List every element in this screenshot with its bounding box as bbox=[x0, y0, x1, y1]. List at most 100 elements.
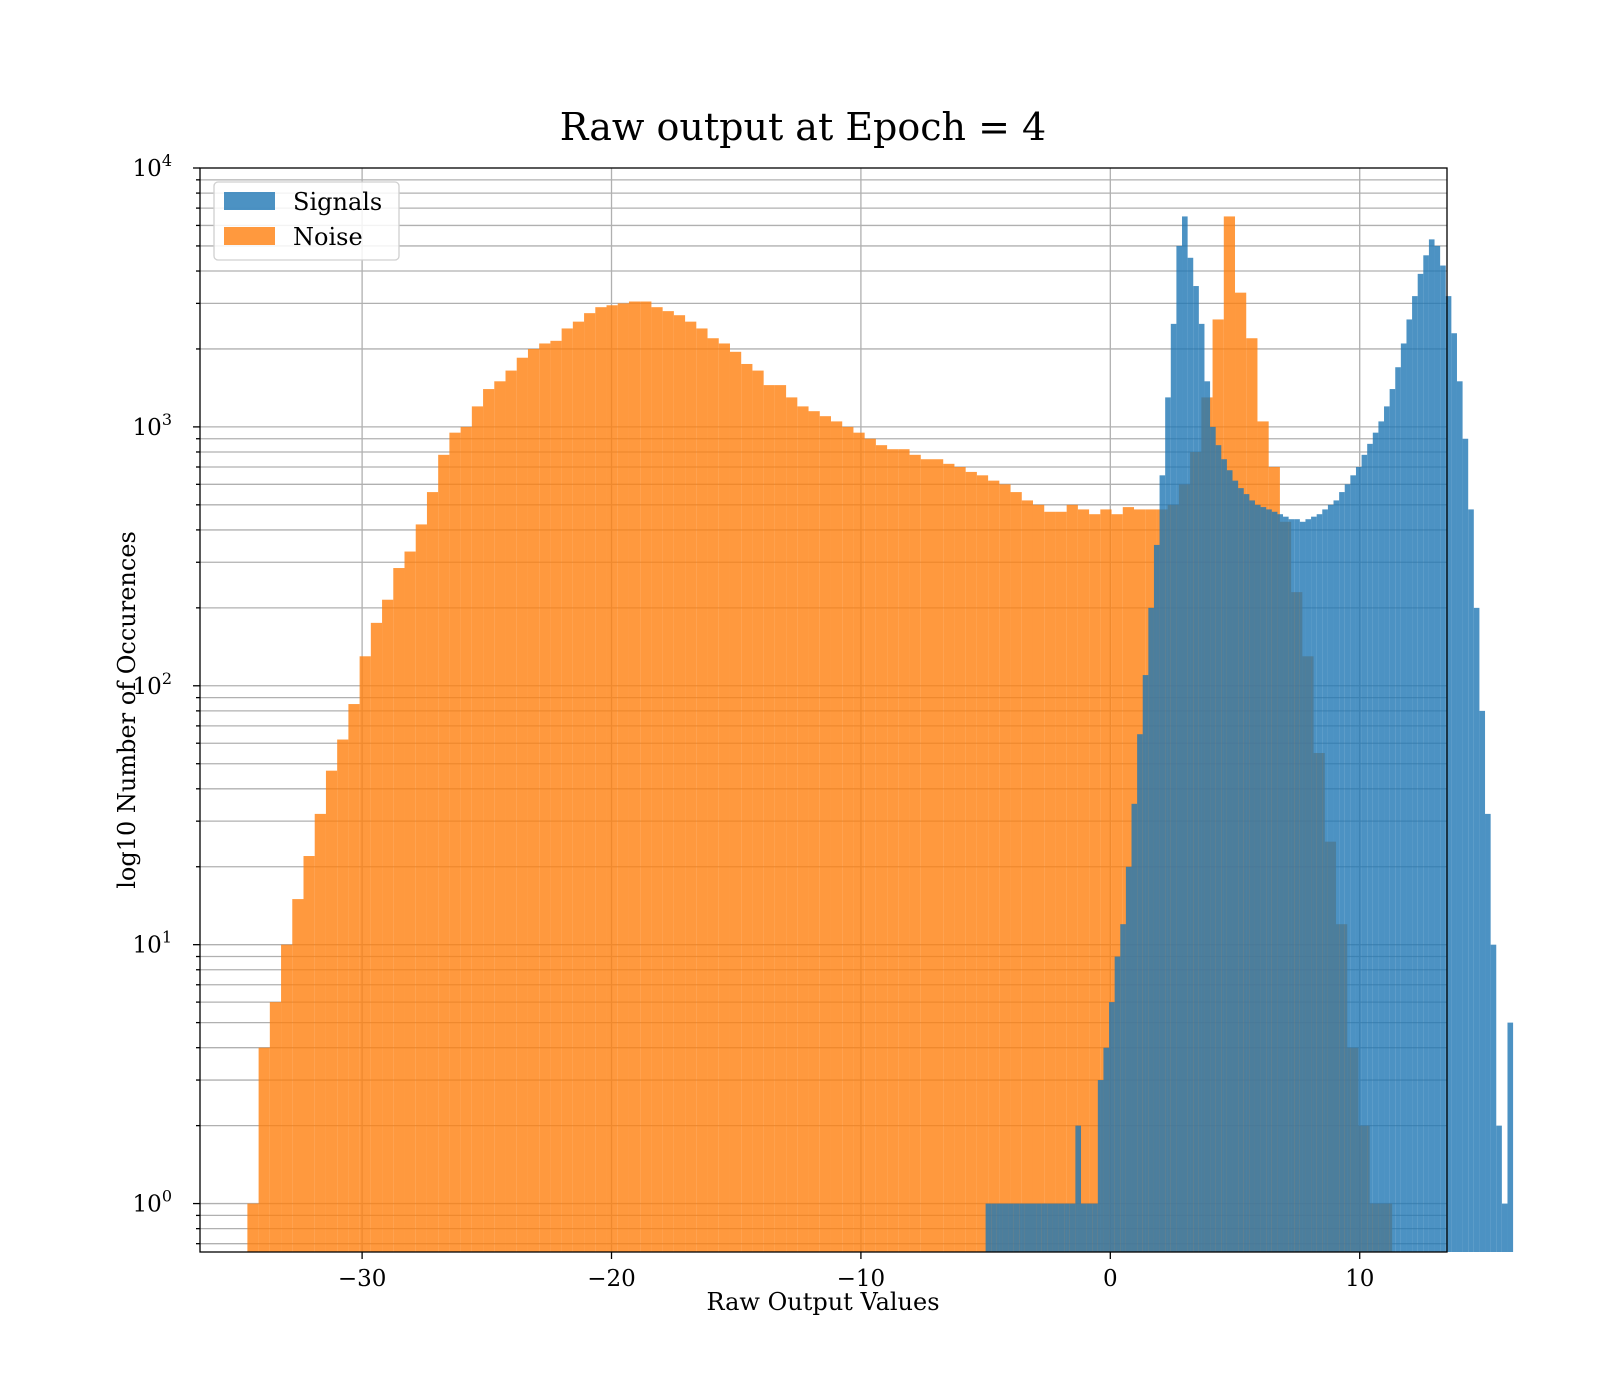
noise-bar bbox=[640, 301, 652, 1252]
signals-bar bbox=[1372, 432, 1379, 1252]
x-tick-label: 0 bbox=[1103, 1266, 1118, 1292]
noise-bar bbox=[752, 370, 764, 1252]
noise-bar bbox=[292, 899, 304, 1252]
signals-bar bbox=[1131, 803, 1138, 1252]
signals-bar bbox=[1294, 519, 1300, 1252]
signals-bar bbox=[1069, 1203, 1076, 1252]
noise-bar bbox=[774, 385, 787, 1252]
signals-bar bbox=[1406, 319, 1413, 1253]
x-axis-label: Raw Output Values bbox=[706, 1288, 939, 1316]
signals-bar bbox=[1485, 813, 1491, 1252]
signals-bars bbox=[985, 216, 1514, 1253]
signals-bar bbox=[1473, 607, 1480, 1252]
signals-bar bbox=[1277, 514, 1284, 1252]
noise-bar bbox=[370, 622, 383, 1252]
noise-bar bbox=[561, 328, 573, 1252]
signals-bar bbox=[1355, 466, 1362, 1252]
signals-bar bbox=[1148, 607, 1154, 1252]
signals-bar bbox=[1081, 1203, 1087, 1252]
signals-bar bbox=[1456, 381, 1463, 1252]
noise-bar bbox=[325, 770, 338, 1252]
noise-bar bbox=[1111, 514, 1123, 1252]
noise-bar bbox=[382, 599, 394, 1252]
signals-bar bbox=[1254, 504, 1261, 1252]
y-tick-label: 103 bbox=[133, 410, 172, 441]
signals-bar bbox=[1086, 1203, 1093, 1252]
noise-bar bbox=[269, 1002, 282, 1252]
signals-bar bbox=[1193, 286, 1199, 1253]
signals-bar bbox=[1097, 1080, 1104, 1252]
signals-bar bbox=[991, 1203, 997, 1252]
signals-bar bbox=[1024, 1203, 1031, 1252]
y-tick-label: 102 bbox=[133, 669, 172, 700]
signals-bar bbox=[1288, 519, 1295, 1252]
legend-swatch-signals bbox=[224, 192, 275, 210]
y-tick-label: 101 bbox=[133, 928, 172, 959]
signals-bar bbox=[1400, 343, 1407, 1253]
noise-bar bbox=[438, 454, 450, 1252]
signals-bar bbox=[1434, 245, 1441, 1252]
signals-bar bbox=[1030, 1203, 1037, 1252]
signals-bar bbox=[1361, 454, 1368, 1252]
signals-bar bbox=[1238, 488, 1244, 1252]
signals-bar bbox=[1344, 484, 1351, 1252]
noise-bar bbox=[449, 432, 461, 1252]
noise-bar bbox=[393, 568, 405, 1252]
signals-bar bbox=[1198, 323, 1205, 1252]
signals-bar bbox=[1468, 509, 1474, 1253]
noise-bar bbox=[931, 459, 944, 1252]
noise-bar bbox=[415, 524, 427, 1252]
signals-bar bbox=[1440, 265, 1446, 1252]
signals-bar bbox=[1125, 866, 1132, 1252]
signals-bar bbox=[1159, 475, 1166, 1253]
noise-bar bbox=[505, 370, 517, 1252]
noise-bar bbox=[943, 463, 955, 1252]
x-tick-label: 10 bbox=[1345, 1266, 1374, 1292]
noise-bar bbox=[830, 421, 843, 1252]
signals-bar bbox=[1013, 1203, 1020, 1252]
noise-bar bbox=[516, 357, 528, 1253]
axis-ticks: −30 −20 −10 0 10 100 101 102 103 104 bbox=[133, 151, 1375, 1292]
noise-bar bbox=[909, 454, 921, 1252]
noise-bar bbox=[887, 449, 899, 1252]
noise-bar bbox=[471, 406, 484, 1252]
noise-bar bbox=[786, 397, 798, 1252]
signals-bar bbox=[1423, 255, 1429, 1253]
signals-bar bbox=[1501, 1203, 1508, 1252]
signals-bar bbox=[1041, 1203, 1048, 1252]
signals-bar bbox=[1215, 445, 1222, 1252]
noise-bar bbox=[988, 480, 1000, 1253]
noise-bar bbox=[920, 459, 932, 1252]
noise-bar bbox=[1010, 492, 1022, 1252]
noise-bar bbox=[539, 343, 551, 1253]
signals-bar bbox=[1170, 323, 1177, 1252]
signals-bar bbox=[1333, 500, 1340, 1252]
noise-bar bbox=[595, 307, 607, 1253]
noise-bar bbox=[763, 385, 775, 1252]
noise-bar bbox=[965, 471, 977, 1252]
signals-bar bbox=[996, 1203, 1003, 1252]
noise-bar bbox=[1077, 509, 1090, 1253]
legend-label-signals: Signals bbox=[293, 188, 382, 216]
noise-bar bbox=[494, 381, 506, 1252]
noise-bar bbox=[1021, 500, 1033, 1252]
signals-bar bbox=[1490, 944, 1497, 1252]
noise-bar bbox=[258, 1047, 270, 1252]
signals-bar bbox=[1283, 516, 1289, 1252]
signals-bar bbox=[1058, 1203, 1065, 1252]
signals-bar bbox=[1075, 1125, 1082, 1252]
noise-bar bbox=[584, 313, 596, 1252]
signals-bar bbox=[1428, 239, 1435, 1252]
noise-bar bbox=[281, 944, 293, 1252]
signals-bar bbox=[1299, 521, 1306, 1252]
signals-bar bbox=[1350, 475, 1356, 1253]
signals-bar bbox=[1327, 504, 1334, 1252]
noise-bar bbox=[1032, 504, 1045, 1252]
noise-bar bbox=[898, 449, 910, 1252]
noise-bar bbox=[314, 813, 326, 1252]
signals-bar bbox=[1412, 296, 1418, 1253]
signals-bar bbox=[1445, 296, 1452, 1253]
noise-bar bbox=[718, 343, 730, 1253]
noise-bar bbox=[864, 438, 876, 1252]
signals-bar bbox=[1103, 1047, 1110, 1252]
